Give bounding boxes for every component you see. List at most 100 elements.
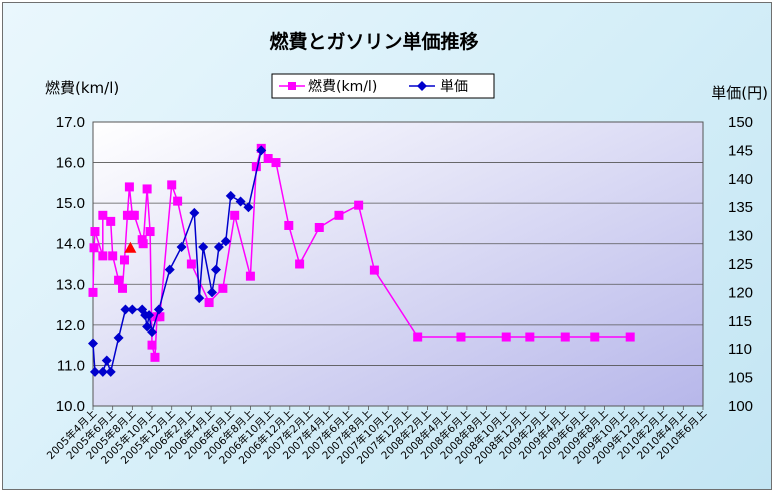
price-point: [127, 304, 138, 315]
right-tick-label: 145: [728, 142, 753, 159]
price-point: [147, 327, 158, 338]
fuel-point: [108, 251, 118, 261]
fuel-point: [98, 251, 108, 261]
left-tick-label: 10.0: [56, 398, 85, 415]
price-point: [243, 202, 254, 213]
right-tick-label: 100: [728, 398, 753, 415]
fuel-point: [590, 332, 600, 342]
fuel-point: [89, 243, 99, 253]
fuel-point: [155, 312, 165, 322]
fuel-point: [88, 287, 98, 297]
legend-marker-fuel: [288, 82, 296, 90]
legend-label-price: 単価: [440, 79, 468, 95]
price-point: [120, 304, 131, 315]
left-tick-label: 13.0: [56, 276, 85, 293]
price-point: [97, 366, 108, 377]
price-point: [144, 310, 155, 321]
price-point: [89, 366, 100, 377]
price-point: [176, 241, 187, 252]
fuel-point: [230, 210, 240, 220]
fuel-point: [284, 220, 294, 230]
right-tick-label: 110: [728, 341, 752, 358]
fuel-point: [251, 162, 261, 172]
highlight-marker: [124, 241, 137, 253]
fuel-point: [167, 180, 177, 190]
fuel-point: [124, 182, 134, 192]
left-tick-label: 11.0: [57, 357, 85, 374]
price-point: [189, 207, 200, 218]
fuel-point: [147, 340, 157, 350]
right-axis-ticks: 100 105 110 115 120 125 130 135 140 145 150: [728, 114, 753, 415]
fuel-point: [204, 298, 214, 308]
fuel-point: [142, 184, 152, 194]
left-tick-label: 15.0: [56, 195, 85, 212]
fuel-point: [295, 259, 305, 269]
legend-marker-price: [417, 81, 427, 91]
fuel-point: [560, 332, 570, 342]
price-point: [256, 145, 267, 156]
price-point: [220, 236, 231, 247]
price-point: [142, 321, 153, 332]
right-tick-label: 135: [728, 199, 753, 216]
right-tick-label: 105: [728, 370, 753, 387]
fuel-point: [114, 275, 124, 285]
fuel-point: [122, 210, 132, 220]
fuel-point: [90, 227, 100, 237]
price-point: [101, 355, 112, 366]
fuel-point: [129, 210, 139, 220]
fuel-point: [413, 332, 423, 342]
left-tick-label: 16.0: [56, 155, 85, 172]
fuel-point: [263, 154, 273, 164]
legend: 燃費(km/l) 単価: [271, 73, 495, 99]
fuel-point: [501, 332, 511, 342]
fuel-point: [150, 352, 160, 362]
price-point: [213, 241, 224, 252]
fuel-point: [118, 283, 128, 293]
chart-title: 燃費とガソリン単価推移: [269, 30, 478, 53]
fuel-point: [456, 332, 466, 342]
fuel-point: [369, 265, 379, 275]
price-point: [164, 264, 175, 275]
left-tick-label: 14.0: [56, 236, 85, 253]
fuel-point: [186, 259, 196, 269]
price-point: [198, 241, 209, 252]
right-tick-label: 150: [728, 114, 753, 131]
price-point: [153, 304, 164, 315]
right-tick-label: 130: [728, 228, 753, 245]
price-point: [113, 332, 124, 343]
gridlines: [93, 162, 703, 366]
price-point: [235, 196, 246, 207]
fuel-point: [525, 332, 535, 342]
left-axis-ticks: 10.0 11.0 12.0 13.0 14.0 15.0 16.0 17.0: [56, 114, 85, 415]
left-tick-label: 17.0: [56, 114, 85, 131]
legend-label-fuel: 燃費(km/l): [308, 78, 377, 95]
right-tick-label: 115: [728, 313, 752, 330]
fuel-point: [334, 210, 344, 220]
legend-box: [271, 73, 495, 99]
price-point: [207, 287, 218, 298]
price-point: [210, 264, 221, 275]
right-tick-label: 125: [728, 256, 753, 273]
fuel-point: [145, 227, 155, 237]
fuel-point: [173, 196, 183, 206]
plot-area: [92, 121, 704, 407]
fuel-point: [354, 200, 364, 210]
fuel-point: [98, 210, 108, 220]
price-point: [225, 190, 236, 201]
x-axis-ticks: 2005年4月上2005年6月上2005年8月上2005年10月上2005年12…: [44, 406, 709, 467]
fuel-point: [119, 255, 129, 265]
right-axis-label: 単価(円): [711, 84, 768, 102]
fuel-point: [271, 158, 281, 168]
series-group: [88, 143, 635, 377]
right-tick-label: 140: [728, 171, 753, 188]
price-point: [194, 293, 205, 304]
fuel-point: [625, 332, 635, 342]
fuel-point: [245, 271, 255, 281]
price-point: [105, 366, 116, 377]
left-axis-label: 燃費(km/l): [45, 79, 119, 97]
right-tick-label: 120: [728, 284, 753, 301]
price-point: [88, 338, 98, 349]
fuel-point: [106, 216, 116, 226]
fuel-point: [314, 222, 324, 232]
